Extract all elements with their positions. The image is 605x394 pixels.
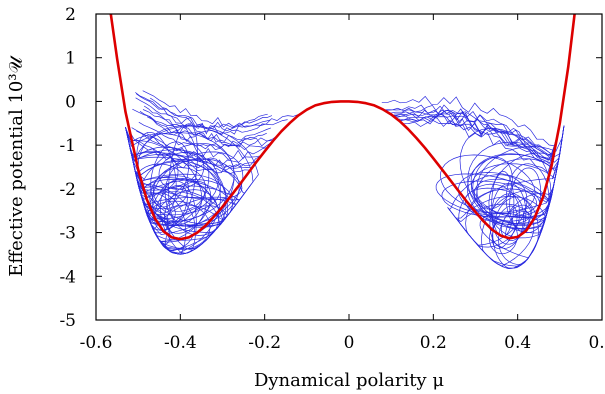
trajectory-loop xyxy=(378,46,572,161)
trajectory-loop xyxy=(440,154,536,215)
trajectory-loop xyxy=(135,97,288,136)
y-tick-label: 0 xyxy=(65,92,76,112)
potential-curve xyxy=(109,13,576,241)
x-tick-label: 0.6 xyxy=(588,333,605,353)
trajectory-loop xyxy=(154,184,188,231)
x-tick-label: -0.4 xyxy=(164,333,197,353)
trajectory-loop xyxy=(135,93,273,132)
trajectory-loop xyxy=(363,48,571,159)
trajectory-loop xyxy=(149,158,240,227)
trajectory-loop xyxy=(376,80,567,156)
trajectory-loop xyxy=(371,85,566,162)
trajectory-loop xyxy=(382,109,561,161)
trajectory-loop xyxy=(134,142,235,243)
trajectory-loop xyxy=(143,105,272,143)
trajectory-loop xyxy=(481,156,560,269)
y-tick-label: -1 xyxy=(59,136,76,156)
trajectory-loop xyxy=(435,173,541,218)
trajectory-loop xyxy=(168,123,198,222)
trajectory-loop xyxy=(142,90,305,128)
y-axis-title: Effective potential 10³𝒰 xyxy=(6,54,27,276)
potential-curve-layer xyxy=(109,13,576,241)
trajectory-loop xyxy=(129,132,268,174)
trajectory-loop xyxy=(378,106,561,173)
x-tick-label: 0.4 xyxy=(504,333,531,353)
trajectory-loop xyxy=(136,131,177,214)
y-tick-label: 2 xyxy=(65,5,76,25)
trajectory-layer xyxy=(125,40,572,269)
trajectory-loop xyxy=(387,99,564,167)
x-tick-label: -0.6 xyxy=(80,333,113,353)
trajectory-loop xyxy=(394,85,566,157)
trajectory-loop xyxy=(501,204,532,239)
trajectory-loop xyxy=(491,182,527,245)
trajectory-loop xyxy=(459,128,552,224)
trajectory-loop xyxy=(166,204,236,251)
x-tick-label: 0.2 xyxy=(420,333,447,353)
trajectory-loop xyxy=(381,69,569,147)
y-tick-label: 1 xyxy=(65,49,76,69)
y-tick-label: -5 xyxy=(59,311,76,331)
y-tick-label: -3 xyxy=(59,224,76,244)
trajectory-loop xyxy=(149,185,248,233)
trajectory-loop xyxy=(376,40,572,156)
trajectory-loop xyxy=(491,205,518,249)
trajectory-loop xyxy=(472,157,513,210)
trajectory-loop xyxy=(150,97,271,135)
y-tick-label: -4 xyxy=(59,267,76,287)
y-tick-label: -2 xyxy=(59,180,76,200)
x-tick-label: -0.2 xyxy=(248,333,281,353)
trajectory-loop xyxy=(441,180,537,218)
x-axis-title: Dynamical polarity μ xyxy=(254,370,444,391)
trajectory-loop xyxy=(138,121,288,160)
trajectory-loop xyxy=(139,111,267,149)
trajectory-loop xyxy=(125,127,210,231)
x-tick-label: 0 xyxy=(344,333,355,353)
trajectory-loop xyxy=(130,150,207,242)
tick-layer: -0.6 -0.4 -0.2 0 0.2 0.4 0.6 2 1 0 -1 -2 -3 -4 -5 xyxy=(59,5,605,353)
trajectory-loop xyxy=(152,167,206,212)
